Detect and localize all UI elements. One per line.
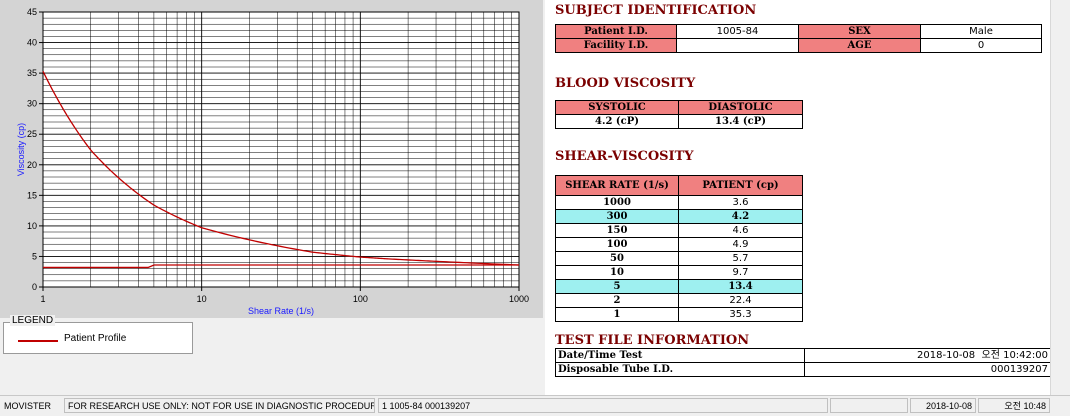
facility-id-value — [676, 38, 799, 53]
datetime-value: 2018-10-08 오전 10:42:00 — [804, 348, 1052, 363]
y-tick-label: 25 — [27, 129, 37, 139]
baseline-curve — [43, 264, 519, 269]
x-axis-label: Shear Rate (1/s) — [248, 306, 314, 316]
sex-value: Male — [920, 24, 1042, 39]
patient-value-cell: 5.7 — [678, 251, 803, 266]
status-file-info: 1 1005-84 000139207 — [378, 398, 828, 413]
y-tick-label: 20 — [27, 160, 37, 170]
patient-id-label: Patient I.D. — [555, 24, 677, 39]
tube-label: Disposable Tube I.D. — [555, 362, 805, 377]
patient-value-cell: 9.7 — [678, 265, 803, 280]
patient-value-cell: 4.6 — [678, 223, 803, 238]
shear-rate-cell: 150 — [555, 223, 679, 238]
y-tick-label: 30 — [27, 99, 37, 109]
testfile-table: Date/Time Test 2018-10-08 오전 10:42:00 Di… — [555, 348, 1052, 377]
chart-panel: 0 5 10 15 20 25 30 35 40 45 1 10 100 1000 Shear Rate (… — [0, 0, 543, 318]
shear-title: SHEAR-VISCOSITY — [555, 149, 694, 164]
patient-value-cell: 22.4 — [678, 293, 803, 308]
testfile-title: TEST FILE INFORMATION — [555, 333, 750, 348]
status-date: 2018-10-08 — [910, 398, 976, 413]
status-notice: FOR RESEARCH USE ONLY: NOT FOR USE IN DI… — [64, 398, 375, 413]
y-tick-label: 15 — [27, 190, 37, 200]
x-tick-label: 1000 — [509, 294, 529, 304]
y-tick-label: 35 — [27, 68, 37, 78]
status-time: 오전 10:48 — [978, 398, 1050, 413]
shear-rate-cell: 1000 — [555, 195, 679, 210]
shear-row: 1000 3.6 — [555, 195, 803, 210]
patient-id-value: 1005-84 — [676, 24, 799, 39]
patient-value-cell: 13.4 — [678, 279, 803, 294]
shear-row: 10 9.7 — [555, 265, 803, 280]
patient-profile-curve — [42, 70, 520, 266]
shear-table: SHEAR RATE (1/s) PATIENT (cp) 1000 3.6 300… — [555, 175, 803, 322]
shear-rate-cell: 5 — [555, 279, 679, 294]
y-tick-label: 10 — [27, 221, 37, 231]
shear-rate-cell: 50 — [555, 251, 679, 266]
shear-row: 1 35.3 — [555, 307, 803, 322]
y-tick-label: 45 — [27, 7, 37, 17]
systolic-label: SYSTOLIC — [555, 100, 679, 115]
tube-value: 000139207 — [804, 362, 1052, 377]
patient-value-cell: 3.6 — [678, 195, 803, 210]
y-tick-label: 40 — [27, 38, 37, 48]
shear-rate-cell: 10 — [555, 265, 679, 280]
legend-line-swatch — [18, 340, 58, 342]
age-value: 0 — [920, 38, 1042, 53]
diastolic-value: 13.4 (cP) — [678, 114, 803, 129]
subject-title: SUBJECT IDENTIFICATION — [555, 3, 757, 18]
status-bar: MOVISTER FOR RESEARCH USE ONLY: NOT FOR … — [0, 395, 1070, 416]
x-tick-label: 100 — [353, 294, 368, 304]
sex-label: SEX — [798, 24, 921, 39]
facility-id-label: Facility I.D. — [555, 38, 677, 53]
datetime-label: Date/Time Test — [555, 348, 805, 363]
shear-rate-cell: 1 — [555, 307, 679, 322]
age-label: AGE — [798, 38, 921, 53]
blood-table: SYSTOLIC DIASTOLIC 4.2 (cP) 13.4 (cP) — [555, 100, 803, 129]
y-tick-label: 0 — [32, 282, 37, 292]
blood-title: BLOOD VISCOSITY — [555, 76, 696, 91]
viscosity-chart: 0 5 10 15 20 25 30 35 40 45 1 10 100 1000 Shear Rate (… — [16, 7, 529, 316]
shear-row: 300 4.2 — [555, 209, 803, 224]
patient-value-cell: 4.2 — [678, 209, 803, 224]
shear-row: 50 5.7 — [555, 251, 803, 266]
legend-title: LEGEND — [10, 315, 56, 326]
y-tick-label: 5 — [32, 251, 37, 261]
patient-value-cell: 4.9 — [678, 237, 803, 252]
status-app-name: MOVISTER — [4, 401, 52, 411]
legend-box: LEGEND Patient Profile — [3, 315, 193, 354]
subject-table: Patient I.D. 1005-84 SEX Male Facility I… — [555, 24, 1042, 53]
shear-rate-cell: 100 — [555, 237, 679, 252]
diastolic-label: DIASTOLIC — [678, 100, 803, 115]
y-axis-label: Viscosity (cp) — [16, 123, 26, 176]
shear-row: 100 4.9 — [555, 237, 803, 252]
systolic-value: 4.2 (cP) — [555, 114, 679, 129]
vertical-scrollbar[interactable] — [1050, 0, 1070, 395]
shear-rate-header: SHEAR RATE (1/s) — [555, 175, 679, 196]
shear-row: 5 13.4 — [555, 279, 803, 294]
shear-rate-cell: 2 — [555, 293, 679, 308]
x-tick-label: 10 — [197, 294, 207, 304]
legend-entry: Patient Profile — [64, 333, 127, 344]
status-empty — [830, 398, 908, 413]
shear-rate-cell: 300 — [555, 209, 679, 224]
shear-row: 2 22.4 — [555, 293, 803, 308]
shear-row: 150 4.6 — [555, 223, 803, 238]
plot-area — [42, 11, 520, 288]
report-panel: SUBJECT IDENTIFICATION Patient I.D. 1005… — [545, 0, 1052, 395]
patient-value-cell: 35.3 — [678, 307, 803, 322]
patient-cp-header: PATIENT (cp) — [678, 175, 803, 196]
x-tick-label: 1 — [40, 294, 45, 304]
